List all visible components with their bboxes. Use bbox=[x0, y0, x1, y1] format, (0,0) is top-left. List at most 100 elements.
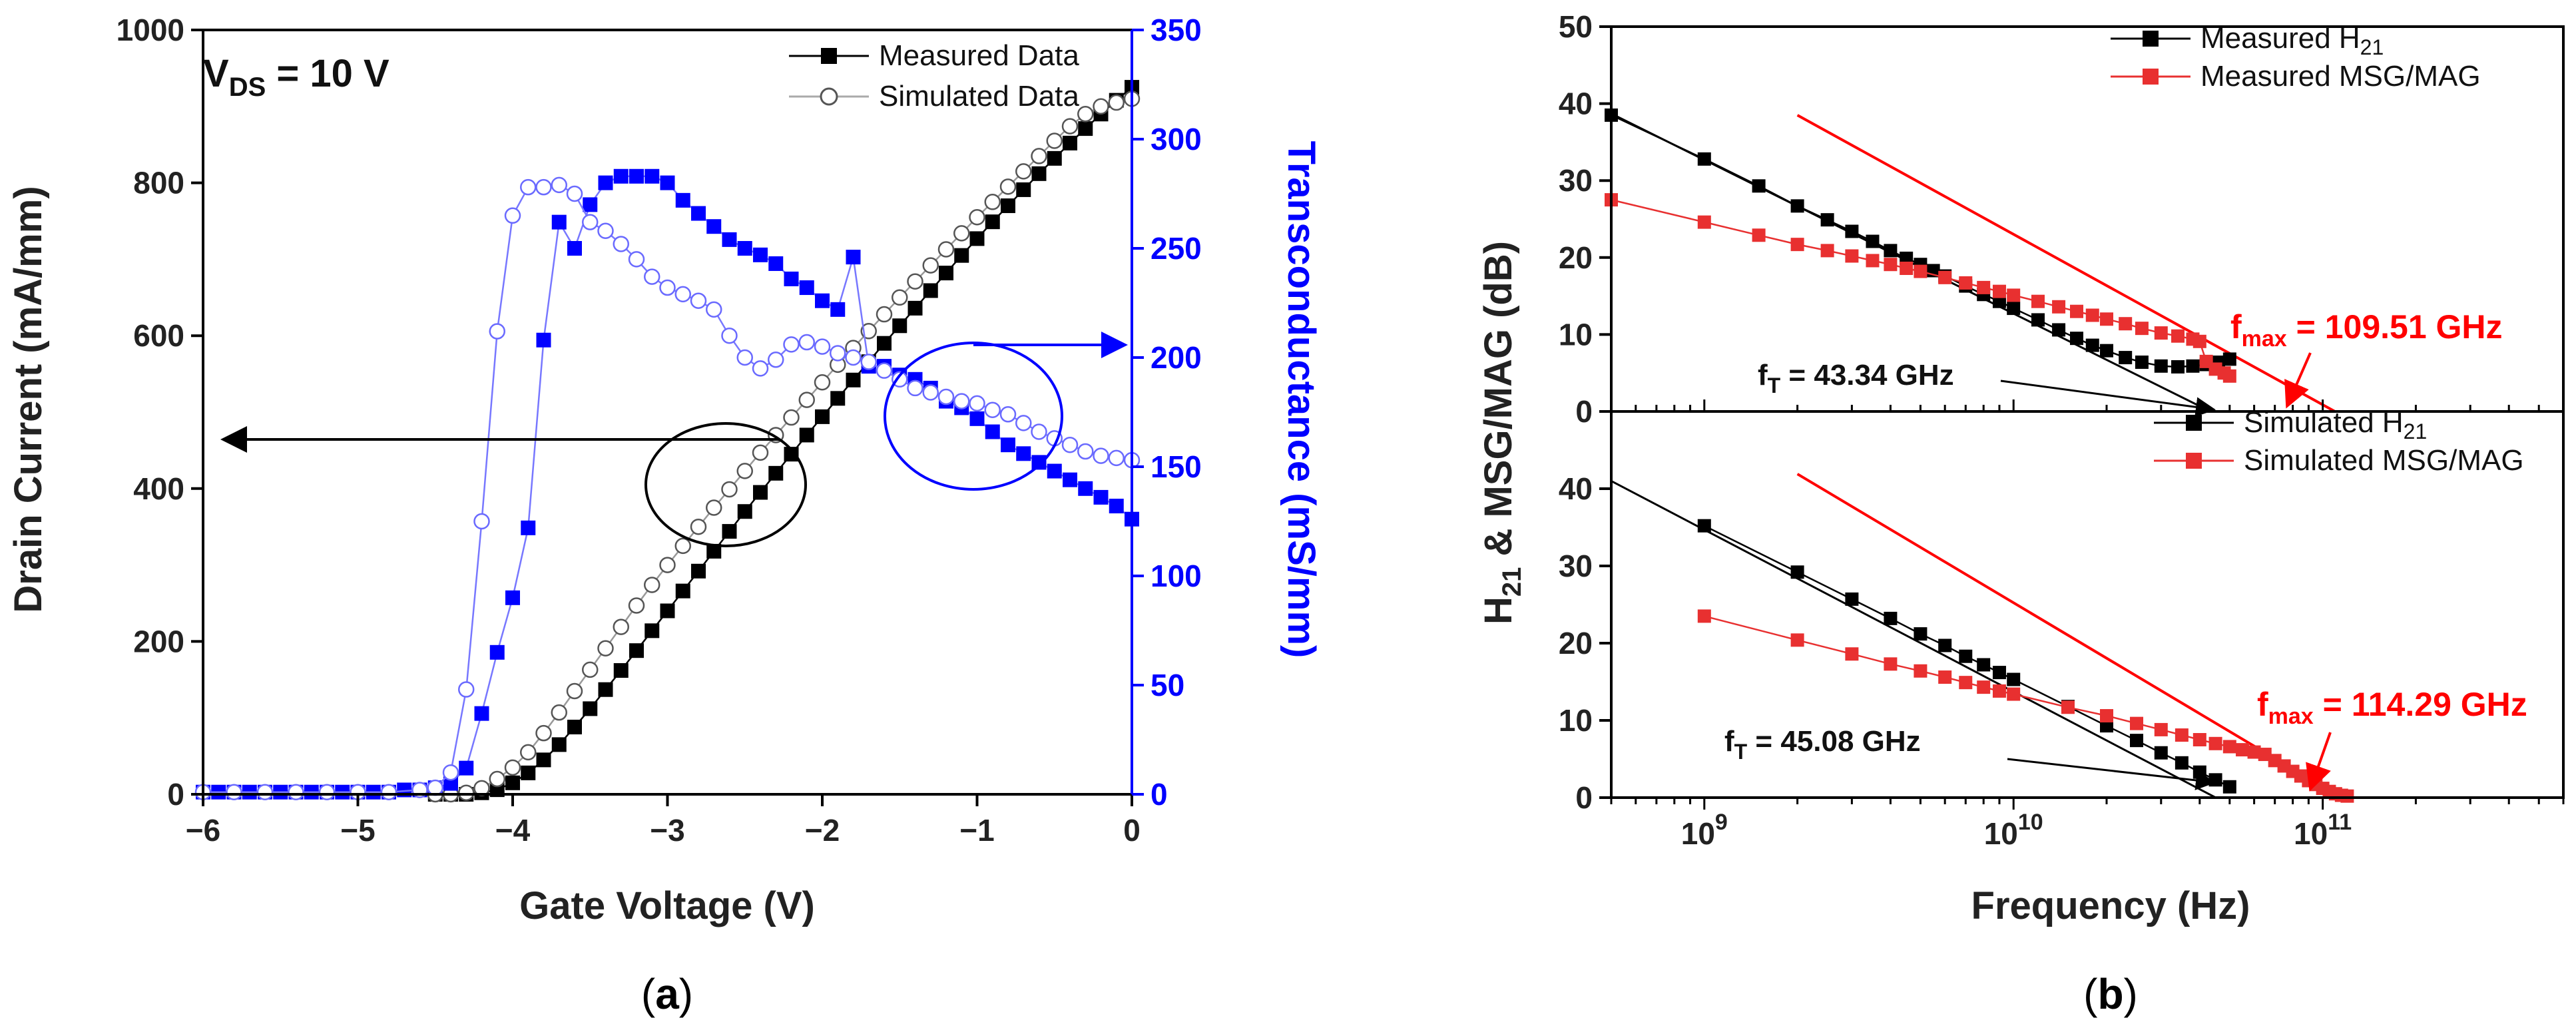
chart-b-ft-simulated-arrow bbox=[2007, 758, 2216, 790]
series-a-3-point bbox=[736, 349, 753, 366]
series-a-1-point bbox=[582, 661, 599, 678]
series-a-0-point bbox=[985, 214, 1000, 230]
series-a-2-point bbox=[706, 219, 722, 234]
series-a-2-point bbox=[830, 302, 846, 317]
series-a-2-point bbox=[567, 241, 582, 256]
series-a-1-point bbox=[706, 499, 722, 516]
chart-b-simulated-ytick-label: 10 bbox=[1559, 703, 1593, 738]
series-a-0-point bbox=[892, 318, 907, 334]
chart-b-simulated-h21-point bbox=[2130, 734, 2144, 748]
series-a-3-point bbox=[1031, 423, 1047, 440]
chart-a-xlabel: Gate Voltage (V) bbox=[519, 884, 815, 927]
series-a-1-point bbox=[489, 770, 505, 788]
series-a-3-point bbox=[551, 176, 567, 194]
chart-b-simulated-msg-point bbox=[1790, 633, 1804, 647]
chart-b-measured-msg-point bbox=[2119, 317, 2133, 331]
series-a-1-point bbox=[937, 241, 955, 258]
series-a-3-point bbox=[535, 178, 552, 196]
chart-a-ytick-label: 600 bbox=[133, 318, 184, 353]
series-a-2-point bbox=[1109, 499, 1124, 514]
chart-b-measured-msg-point bbox=[2085, 308, 2099, 322]
series-a-2-point bbox=[1031, 455, 1047, 470]
chart-a-xtick-label: −2 bbox=[805, 813, 840, 848]
chart-a-ytick-label: 1000 bbox=[117, 13, 184, 47]
legend-a-measured-marker bbox=[821, 48, 837, 64]
chart-b-xlabel: Frequency (Hz) bbox=[1971, 884, 2250, 927]
legend-b-simulated-msg-marker bbox=[2186, 453, 2202, 469]
series-a-2-point bbox=[613, 168, 629, 184]
chart-b-simulated-msg-point bbox=[2100, 709, 2114, 723]
series-a-2-point bbox=[846, 250, 861, 265]
series-a-1-point bbox=[984, 194, 1001, 210]
series-a-3-point bbox=[937, 388, 955, 405]
chart-b-measured-msg-point bbox=[2100, 312, 2114, 326]
series-a-2-point bbox=[768, 256, 784, 271]
legend-b-measured-msg-label: Measured MSG/MAG bbox=[2200, 60, 2481, 93]
series-a-3-point bbox=[721, 327, 738, 344]
chart-b-simulated-msg-point bbox=[1959, 676, 1973, 690]
series-a-0-point bbox=[923, 283, 938, 298]
chart-b-ft-measured: fT = 43.34 GHz bbox=[1758, 359, 1954, 397]
series-a-0-point bbox=[691, 563, 706, 579]
chart-b-measured-msg-point bbox=[1914, 264, 1928, 278]
chart-b-simulated-msg-point bbox=[1845, 647, 1859, 661]
series-a-2-point bbox=[598, 175, 613, 190]
series-a-1-point bbox=[458, 784, 475, 801]
series-a-1-point bbox=[892, 289, 908, 306]
legend-b-simulated-msg-label: Simulated MSG/MAG bbox=[2244, 444, 2524, 477]
series-a-1-point bbox=[628, 597, 645, 614]
series-a-0-point bbox=[706, 543, 722, 559]
chart-a-xtick-label: −4 bbox=[495, 813, 531, 848]
chart-b-measured-msg-point bbox=[2031, 294, 2045, 308]
chart-a-xtick-label: −5 bbox=[340, 813, 375, 848]
chart-b-measured-msg-point bbox=[2052, 300, 2066, 314]
chart-b-simulated-msg-point bbox=[2007, 687, 2021, 701]
chart-b-measured-msg-point bbox=[1992, 284, 2006, 298]
chart-a: −6 −5 −4 −3 −2 −1 0020040060080010000501001502… bbox=[7, 13, 1323, 1018]
series-a-0-point bbox=[799, 427, 814, 443]
series-a-2-point bbox=[489, 644, 505, 660]
series-a-2-point bbox=[737, 241, 752, 256]
series-a-3-point bbox=[1108, 449, 1125, 467]
chart-b-simulated-msg-point bbox=[1914, 664, 1928, 678]
series-a-1-point bbox=[969, 209, 985, 226]
chart-b-simulated-h21-point bbox=[1914, 627, 1928, 641]
legend-b-simulated-h21-marker bbox=[2186, 415, 2202, 431]
series-a-3-point bbox=[256, 784, 274, 800]
chart-b-simulated-legend: Simulated H21 Simulated MSG/MAG bbox=[2154, 406, 2524, 477]
series-a-1-point bbox=[721, 481, 738, 498]
series-a-3-point bbox=[892, 371, 908, 388]
series-a-2-point bbox=[1063, 472, 1077, 487]
series-a-2-point bbox=[521, 520, 536, 535]
series-a-1-point bbox=[783, 409, 800, 426]
chart-b-measured-msg-point bbox=[1938, 270, 1952, 284]
chart-b-measured-h21-point bbox=[2119, 351, 2133, 365]
chart-b-measured-h21-point bbox=[2070, 332, 2084, 346]
series-a-0-point bbox=[629, 643, 644, 658]
chart-a-panel-label: (a) bbox=[641, 970, 693, 1018]
chart-b-measured-fit-msg bbox=[1796, 114, 2336, 413]
series-a-3-point bbox=[845, 349, 862, 366]
chart-a-ytick-label: 200 bbox=[133, 624, 184, 658]
series-a-0-point bbox=[613, 663, 629, 678]
chart-b-simulated-msg-point bbox=[2061, 700, 2075, 714]
chart-b-measured-h21-point bbox=[2154, 359, 2168, 373]
series-a-2-point bbox=[1078, 481, 1093, 496]
chart-b-measured-msg-point bbox=[2070, 304, 2084, 318]
chart-b: 0 10 20 30 40 50 0 10 20 30 40 109 1010 1011 Measured… bbox=[1477, 9, 2565, 1018]
chart-b-simulated-h21-point bbox=[1992, 666, 2006, 680]
series-a-3-point bbox=[288, 784, 304, 800]
chart-b-simulated-msg-point bbox=[2130, 716, 2144, 730]
series-a-0-point bbox=[551, 737, 567, 752]
series-a-3-point bbox=[442, 764, 459, 781]
series-a-1-point bbox=[566, 682, 583, 700]
chart-b-measured-msg-point bbox=[1884, 258, 1898, 272]
series-a-1-point bbox=[1031, 148, 1047, 164]
chart-b-fmax-simulated: fmax = 114.29 GHz bbox=[2257, 686, 2527, 729]
chart-b-simulated-msg-point bbox=[1938, 670, 1952, 684]
series-a-3-point bbox=[1061, 436, 1079, 453]
series-a-0-point bbox=[1063, 135, 1077, 150]
series-a-3-point bbox=[489, 323, 505, 340]
series-a-2-point bbox=[753, 247, 768, 262]
chart-b-measured-h21-point bbox=[1992, 294, 2006, 308]
